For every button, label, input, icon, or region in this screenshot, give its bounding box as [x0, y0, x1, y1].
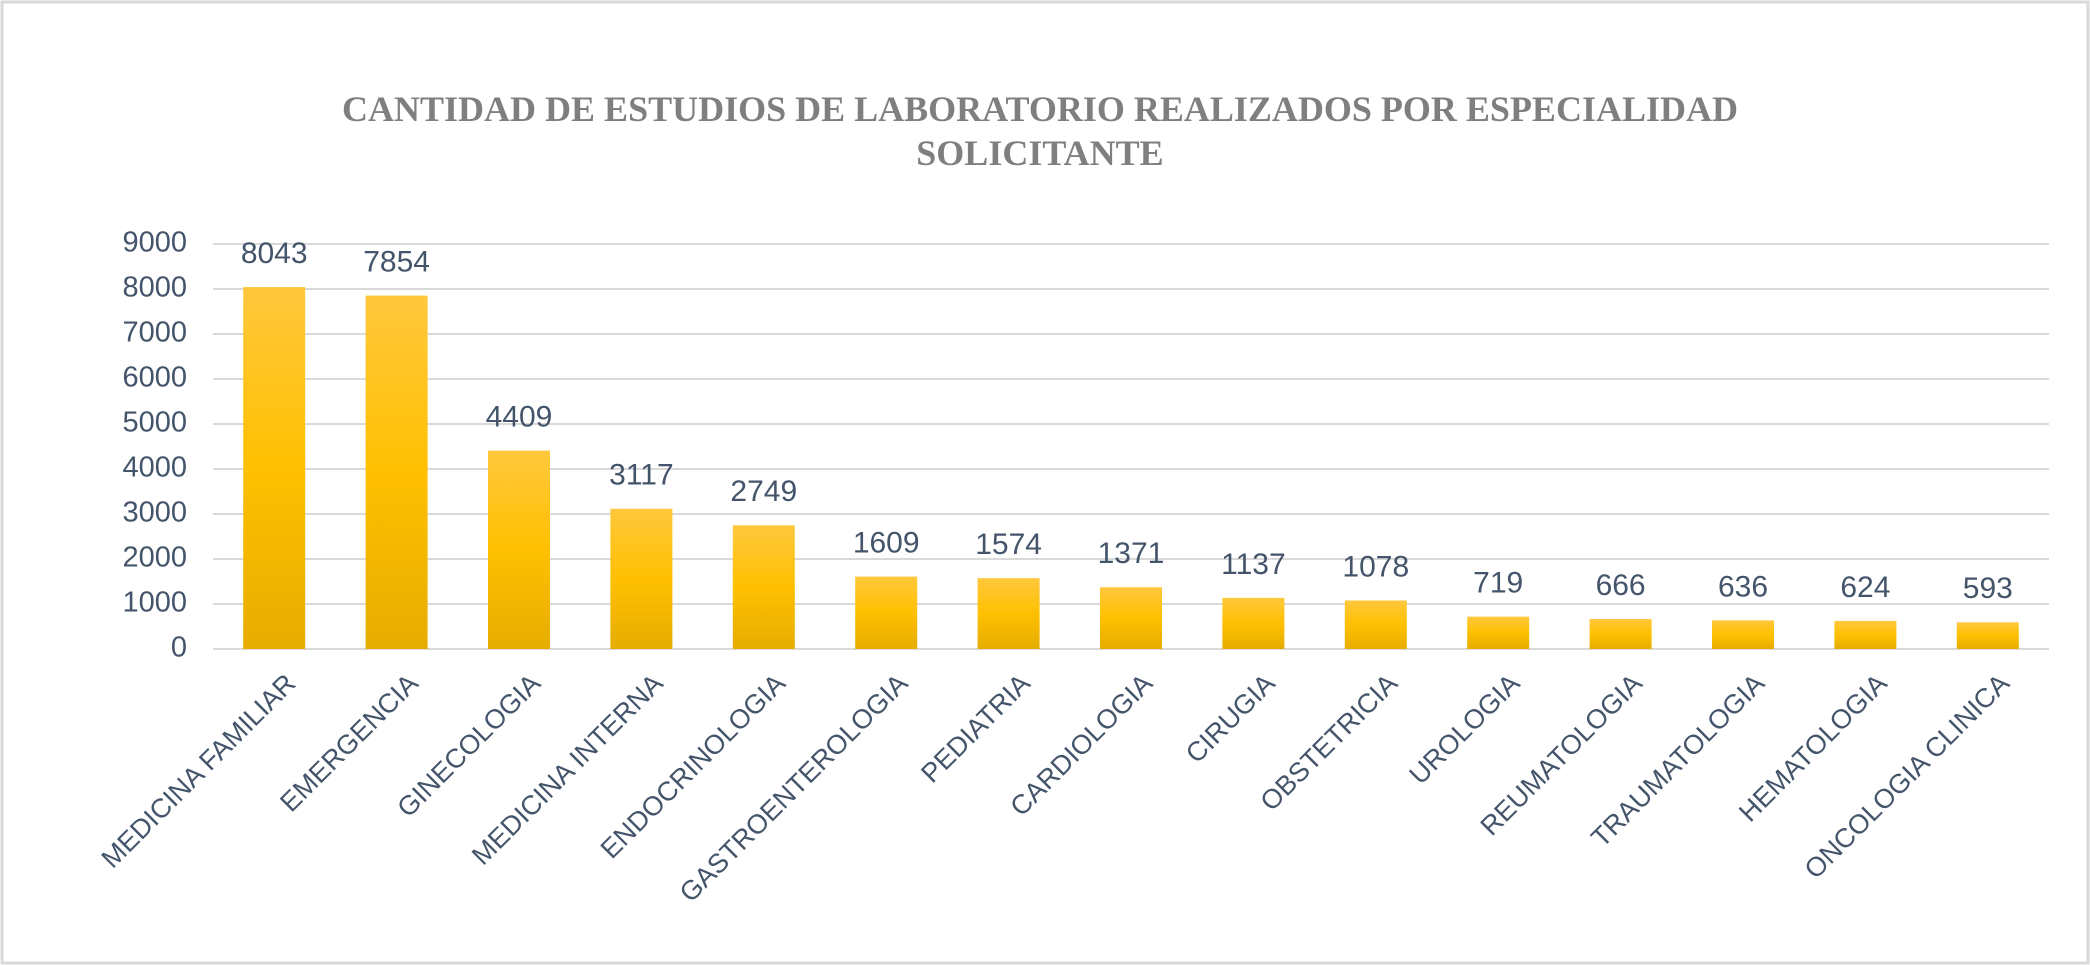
y-tick-label: 5000 [122, 407, 187, 439]
bar [1712, 620, 1774, 649]
data-label: 7854 [363, 245, 430, 278]
bar [488, 450, 550, 649]
data-label: 719 [1473, 567, 1523, 600]
y-tick-label: 0 [171, 632, 187, 664]
y-tick-label: 3000 [122, 497, 187, 529]
bar [1222, 597, 1285, 649]
y-tick-label: 7000 [122, 317, 187, 349]
y-tick-label: 4000 [122, 452, 187, 484]
bar [1834, 620, 1897, 649]
y-tick-label: 2000 [122, 542, 187, 574]
bar [855, 576, 918, 649]
data-label: 1137 [1221, 548, 1286, 581]
data-label: 2749 [730, 475, 797, 508]
y-tick-label: 6000 [122, 362, 187, 394]
data-label: 8043 [241, 237, 308, 270]
data-label: 1574 [975, 528, 1042, 561]
data-label: 1609 [853, 527, 920, 560]
y-tick-label: 8000 [122, 272, 187, 304]
data-label: 3117 [609, 459, 674, 492]
y-tick-label: 9000 [122, 227, 187, 259]
bar [1467, 616, 1530, 649]
bar [1344, 600, 1407, 649]
bar [365, 295, 428, 649]
data-label: 1078 [1342, 550, 1409, 583]
bar [732, 525, 795, 649]
data-label: 593 [1963, 572, 2013, 605]
data-label: 624 [1840, 571, 1890, 604]
bar [1589, 619, 1652, 649]
data-label: 666 [1596, 569, 1646, 602]
y-tick-label: 1000 [122, 587, 187, 619]
data-label: 636 [1718, 570, 1768, 603]
bar [1100, 587, 1162, 649]
bar [977, 578, 1040, 649]
data-label: 4409 [486, 401, 553, 434]
chart-title: CANTIDAD DE ESTUDIOS DE LABORATORIO REAL… [342, 89, 1738, 173]
bar [610, 508, 673, 649]
data-label: 1371 [1098, 537, 1165, 570]
bar [243, 287, 306, 649]
bar [1956, 622, 2019, 649]
